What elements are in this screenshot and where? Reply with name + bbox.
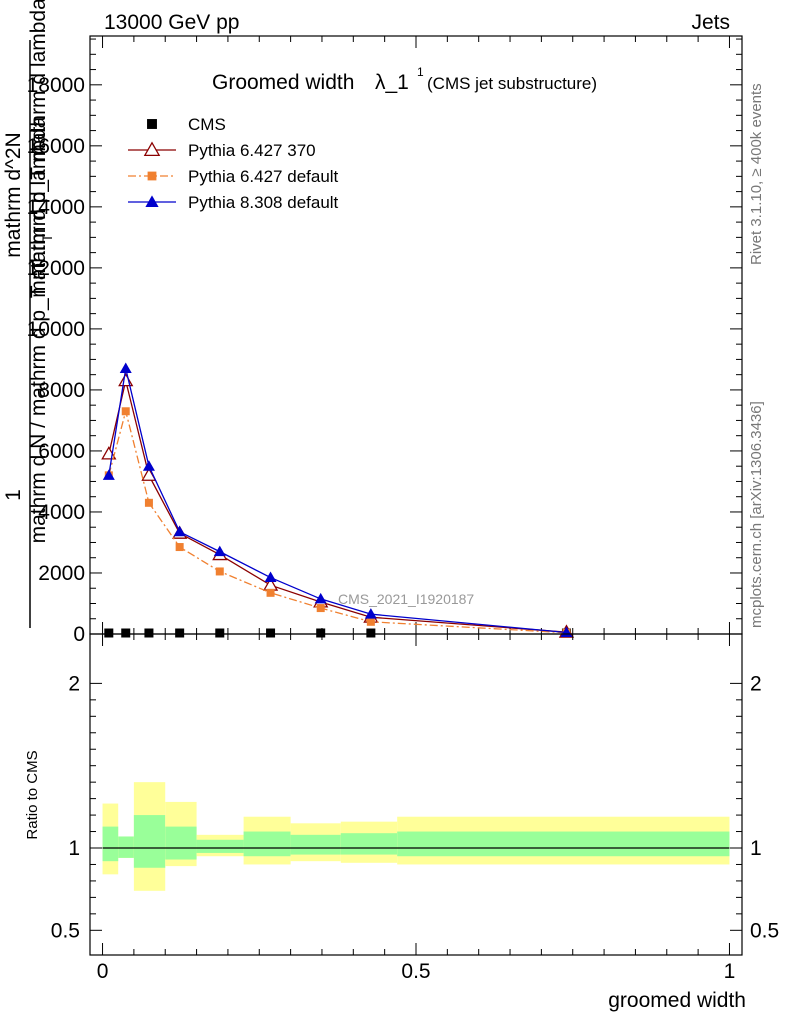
x-tick-label: 0 (97, 960, 109, 983)
y-tick-label: 12000 (27, 257, 85, 280)
y-tick-label: 2000 (38, 562, 85, 585)
inner-band-bin (165, 826, 197, 860)
main-ylabel-main: mathrm d N / mathrm d p_T mathrm d lambd… (27, 116, 50, 543)
y-tick-label: 4000 (38, 501, 85, 524)
mcplots-label: mcplots.cern.ch [arXiv:1306.3436] (748, 401, 765, 628)
chart-title: Groomed width λ_1 1 (CMS jet substructur… (212, 65, 597, 94)
inner-band-bin (102, 826, 119, 862)
inner-band-bin (196, 839, 244, 853)
ratio-chart: 0.5 0.5 1 1 2 2 0 0.5 1 (51, 633, 779, 983)
header-left: 13000 GeV pp (104, 11, 239, 34)
x-tick-label: 0.5 (401, 960, 430, 983)
data-point (215, 567, 224, 576)
data-point (314, 592, 327, 604)
header-right: Jets (691, 11, 730, 34)
data-point (366, 628, 376, 638)
ratio-y-tick-label-right: 1 (750, 837, 762, 860)
data-point (118, 372, 134, 387)
legend-label: Pythia 6.427 default (188, 167, 339, 186)
title-main: Groomed width (212, 71, 354, 94)
title-symbol: λ_1 (375, 71, 409, 94)
ratio-y-tick-label-right: 0.5 (750, 919, 779, 942)
ratio-ylabel: Ratio to CMS (24, 750, 41, 839)
main-chart: 0 2000 4000 6000 8000 10000 12000 14000 16000 180… (27, 35, 743, 646)
inner-band-bin (340, 833, 398, 855)
legend-label: Pythia 8.308 default (188, 193, 339, 212)
data-point (264, 571, 277, 583)
legend-label: Pythia 6.427 370 (188, 141, 316, 160)
main-ylabel-one: 1 (2, 489, 25, 501)
inner-band-bin (290, 834, 341, 855)
data-point (121, 407, 130, 416)
data-point (366, 617, 375, 626)
series-0 (104, 628, 571, 638)
rivet-label: Rivet 3.1.10, ≥ 400k events (748, 83, 765, 265)
legend: CMS Pythia 6.427 370 Pythia 6.427 default P… (128, 115, 339, 212)
data-point (144, 498, 153, 507)
data-point (213, 545, 226, 557)
inner-band-bin (118, 836, 134, 858)
y-tick-label: 0 (73, 623, 85, 646)
data-point (175, 543, 184, 552)
legend-marker (145, 195, 159, 207)
x-tick-label: 1 (724, 960, 736, 983)
title-superscript: 1 (417, 65, 424, 79)
ratio-y-tick-label: 0.5 (51, 919, 80, 942)
data-point (316, 628, 326, 638)
data-point (102, 469, 115, 480)
data-point (144, 628, 154, 638)
data-point (173, 525, 186, 537)
data-point (364, 608, 377, 619)
data-point (175, 628, 185, 638)
main-ylabel-subscript: T (39, 233, 55, 242)
x-axis-label: groomed width (608, 989, 746, 1012)
data-point (121, 628, 131, 638)
legend-marker (147, 171, 157, 181)
main-ylabel-frac-num: mathrm d^2N (2, 132, 25, 257)
y-tick-label: 14000 (27, 196, 85, 219)
title-sub: (CMS jet substructure) (427, 74, 597, 93)
data-point (266, 628, 276, 638)
data-point (266, 588, 275, 597)
legend-label: CMS (188, 115, 226, 134)
inner-band-bin (133, 815, 166, 868)
ratio-frame (89, 633, 743, 956)
data-point (215, 628, 225, 638)
legend-marker (143, 141, 161, 157)
ratio-y-tick-label-right: 2 (750, 672, 762, 695)
data-point (316, 604, 325, 613)
main-ylabel-frac-den: mathrm d p_T mathrm d lambda (27, 0, 50, 298)
ratio-y-tick-label: 2 (68, 672, 80, 695)
data-point (119, 362, 132, 374)
data-point (142, 460, 155, 471)
inner-band-bin (397, 831, 730, 857)
data-point (104, 628, 114, 638)
ratio-y-tick-label: 1 (68, 837, 80, 860)
legend-marker (147, 119, 157, 129)
y-tick-label: 6000 (38, 440, 85, 463)
inner-band-bin (243, 831, 291, 857)
y-tick-label: 18000 (27, 74, 85, 97)
y-tick-label: 8000 (38, 379, 85, 402)
y-tick-label: 16000 (27, 135, 85, 158)
y-tick-label: 10000 (27, 318, 85, 341)
watermark: CMS_2021_I1920187 (338, 591, 474, 607)
